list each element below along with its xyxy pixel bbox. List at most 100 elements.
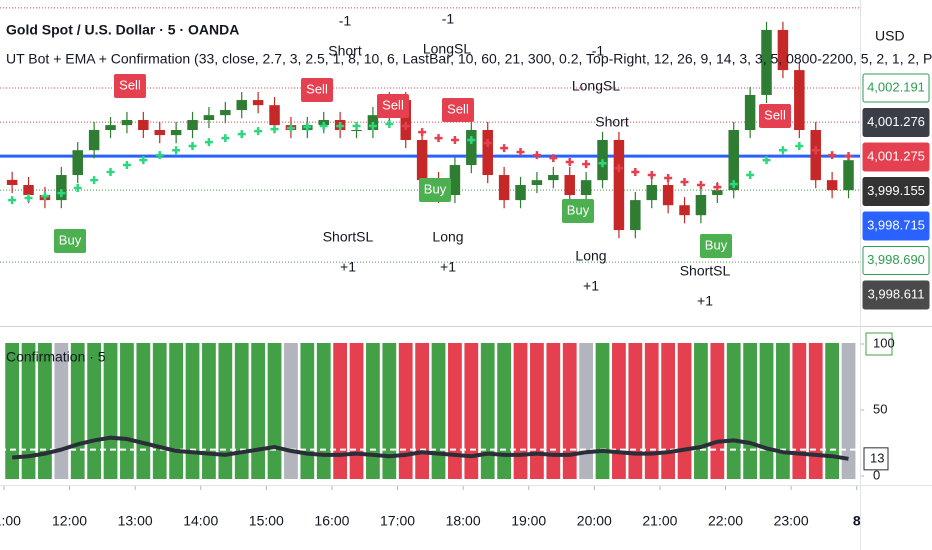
- annotation: LongSL: [423, 41, 471, 57]
- confirmation-bar: [743, 343, 758, 479]
- confirmation-bar: [546, 343, 561, 479]
- annotation: Short: [328, 43, 362, 59]
- confirmation-bar: [202, 343, 216, 479]
- ema-marker: [778, 146, 787, 155]
- ema-marker: [582, 160, 591, 169]
- ema-marker: [450, 135, 459, 144]
- annotation: Long: [575, 248, 606, 264]
- candle-body: [613, 139, 625, 231]
- confirmation-bar: [284, 343, 298, 479]
- confirmation-bar: [841, 343, 856, 479]
- signal-box: [54, 229, 86, 253]
- confirmation-bar: [366, 343, 380, 479]
- ema-marker: [122, 161, 131, 170]
- confirmation-line: [11, 435, 849, 461]
- confirmation-bar: [431, 343, 446, 479]
- x-tick-label: 15:00: [249, 513, 284, 529]
- x-tick-label: 8: [853, 513, 861, 529]
- candle-body: [138, 120, 149, 130]
- signal-box: [377, 94, 409, 118]
- price-label: 3,998.690: [867, 252, 925, 267]
- ema-marker: [647, 171, 656, 180]
- x-tick-label: 18:00: [446, 513, 481, 529]
- confirmation-bar: [38, 343, 52, 479]
- x-tick-label: 20:00: [577, 513, 612, 529]
- candle-body: [728, 130, 739, 191]
- annotation: +1: [440, 259, 456, 275]
- confirmation-bar: [628, 343, 643, 479]
- candle-body: [154, 130, 165, 136]
- confirmation-bar: [21, 343, 36, 479]
- annotation: -1: [592, 43, 605, 59]
- ema-marker: [303, 122, 312, 131]
- ema-marker: [532, 151, 541, 160]
- signal-box: [759, 104, 791, 128]
- x-tick-label: 23:00: [774, 513, 809, 529]
- confirmation-bar: [792, 343, 807, 479]
- confirmation-bar: [300, 343, 315, 479]
- annotation: -1: [442, 11, 455, 27]
- confirmation-bar: [5, 343, 20, 479]
- confirmation-bar: [267, 343, 282, 479]
- candle-body: [580, 180, 592, 195]
- candle-body: [695, 195, 707, 216]
- confirmation-bar: [316, 343, 331, 479]
- chart-title: Gold Spot / U.S. Dollar · 5 · OANDA: [6, 22, 239, 38]
- confirmation-bar: [562, 343, 577, 479]
- signal-label: Buy: [705, 237, 728, 252]
- price-badge: [862, 211, 930, 241]
- confirmation-bar: [234, 343, 249, 479]
- confirmation-bar: [382, 343, 397, 479]
- confirmation-bar: [710, 343, 725, 479]
- candle-body: [88, 130, 100, 151]
- candle-body: [515, 185, 526, 201]
- y-tick-label: 0: [873, 467, 880, 482]
- price-label: 4,001.275: [867, 148, 925, 163]
- value-badge: [863, 447, 889, 471]
- ema-marker: [270, 125, 279, 134]
- confirmation-bar: [136, 343, 151, 479]
- ema-marker: [254, 127, 263, 136]
- candle-body: [826, 180, 838, 191]
- ema-marker: [90, 176, 99, 185]
- candle-body: [548, 175, 559, 181]
- candle-body: [843, 160, 854, 191]
- confirmation-bar: [54, 343, 69, 479]
- candle-body: [761, 29, 772, 95]
- candle-body: [252, 100, 264, 106]
- price-badge: [862, 246, 930, 275]
- confirmation-bar: [333, 343, 348, 479]
- ema-marker: [418, 128, 427, 137]
- signal-box: [419, 178, 451, 202]
- annotation: +1: [340, 259, 356, 275]
- candle-body: [400, 100, 411, 140]
- x-tick-label: 17:00: [380, 513, 415, 529]
- signal-box: [562, 199, 594, 223]
- indicator-title: UT Bot + EMA + Confirmation (33, close, …: [6, 51, 932, 67]
- price-badge: [862, 142, 930, 172]
- candle-body: [564, 175, 575, 195]
- x-tick-label: 11:00: [0, 513, 21, 529]
- ema-marker: [811, 146, 820, 155]
- price-badge: [862, 108, 930, 137]
- confirmation-bar: [169, 343, 184, 479]
- ema-marker: [8, 196, 17, 205]
- confirmation-bar: [726, 343, 741, 479]
- confirmation-bar: [120, 343, 134, 479]
- candle-body: [466, 130, 477, 166]
- ema-marker: [106, 168, 115, 177]
- confirmation-bar: [579, 343, 594, 479]
- signal-label: Sell: [447, 101, 469, 116]
- y-tick-label: 50: [873, 401, 887, 416]
- ema-marker: [319, 122, 328, 131]
- confirmation-bar: [415, 343, 430, 479]
- candle-body: [416, 139, 428, 181]
- ema-marker: [434, 134, 443, 143]
- signal-box: [700, 234, 732, 258]
- x-tick-label: 14:00: [183, 513, 218, 529]
- ema-marker: [614, 164, 623, 173]
- candle-body: [531, 180, 543, 186]
- ema-marker: [844, 152, 853, 160]
